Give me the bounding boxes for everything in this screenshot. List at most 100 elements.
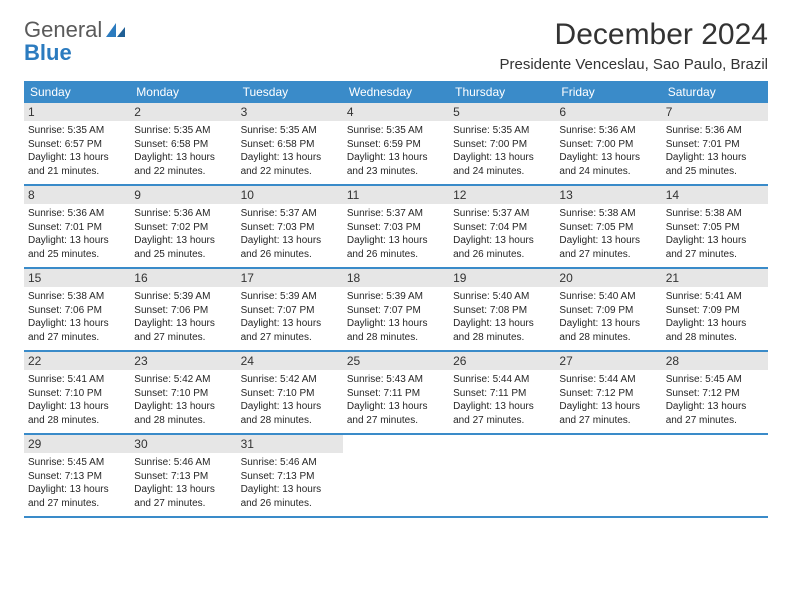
daylight-line1: Daylight: 13 hours [453, 151, 551, 165]
day-number: 30 [130, 435, 236, 453]
sunrise-text: Sunrise: 5:42 AM [241, 373, 339, 387]
day-info: Sunrise: 5:36 AMSunset: 7:01 PMDaylight:… [666, 124, 764, 178]
daylight-line1: Daylight: 13 hours [28, 151, 126, 165]
sunset-text: Sunset: 6:57 PM [28, 138, 126, 152]
day-cell: 2Sunrise: 5:35 AMSunset: 6:58 PMDaylight… [130, 103, 236, 184]
day-number: 12 [449, 186, 555, 204]
day-info: Sunrise: 5:46 AMSunset: 7:13 PMDaylight:… [134, 456, 232, 510]
day-cell: 23Sunrise: 5:42 AMSunset: 7:10 PMDayligh… [130, 352, 236, 433]
day-info: Sunrise: 5:39 AMSunset: 7:07 PMDaylight:… [241, 290, 339, 344]
daylight-line1: Daylight: 13 hours [134, 317, 232, 331]
daylight-line1: Daylight: 13 hours [666, 234, 764, 248]
day-number: 25 [343, 352, 449, 370]
day-cell: 6Sunrise: 5:36 AMSunset: 7:00 PMDaylight… [555, 103, 661, 184]
sunrise-text: Sunrise: 5:35 AM [347, 124, 445, 138]
daylight-line2: and 27 minutes. [559, 248, 657, 262]
day-cell: 7Sunrise: 5:36 AMSunset: 7:01 PMDaylight… [662, 103, 768, 184]
daylight-line1: Daylight: 13 hours [28, 400, 126, 414]
day-info: Sunrise: 5:35 AMSunset: 7:00 PMDaylight:… [453, 124, 551, 178]
sunrise-text: Sunrise: 5:36 AM [666, 124, 764, 138]
day-number: 4 [343, 103, 449, 121]
day-number: 2 [130, 103, 236, 121]
brand-name-1: General [24, 17, 102, 42]
daylight-line2: and 28 minutes. [134, 414, 232, 428]
day-cell: 16 Sunrise: 5:39 AMSunset: 7:06 PMDayligh… [130, 269, 236, 350]
daylight-line1: Daylight: 13 hours [347, 317, 445, 331]
daylight-line2: and 27 minutes. [666, 248, 764, 262]
weekday-header: Tuesday [237, 81, 343, 103]
sunset-text: Sunset: 7:12 PM [666, 387, 764, 401]
day-cell: 12Sunrise: 5:37 AMSunset: 7:04 PMDayligh… [449, 186, 555, 267]
week-row: 29Sunrise: 5:45 AMSunset: 7:13 PMDayligh… [24, 435, 768, 518]
sunrise-text: Sunrise: 5:38 AM [28, 290, 126, 304]
day-cell-empty [343, 435, 449, 516]
sunrise-text: Sunrise: 5:41 AM [28, 373, 126, 387]
day-info: Sunrise: 5:39 AMSunset: 7:06 PMDaylight:… [134, 290, 232, 344]
sunrise-text: Sunrise: 5:46 AM [241, 456, 339, 470]
day-number: 15 [24, 269, 130, 287]
sunset-text: Sunset: 7:10 PM [134, 387, 232, 401]
daylight-line2: and 25 minutes. [28, 248, 126, 262]
week-row: 8Sunrise: 5:36 AMSunset: 7:01 PMDaylight… [24, 186, 768, 269]
daylight-line1: Daylight: 13 hours [559, 151, 657, 165]
daylight-line2: and 27 minutes. [666, 414, 764, 428]
day-info: Sunrise: 5:38 AMSunset: 7:06 PMDaylight:… [28, 290, 126, 344]
day-number: 16 [130, 269, 236, 287]
day-info: Sunrise: 5:40 AMSunset: 7:09 PMDaylight:… [559, 290, 657, 344]
daylight-line2: and 24 minutes. [559, 165, 657, 179]
day-info: Sunrise: 5:38 AMSunset: 7:05 PMDaylight:… [559, 207, 657, 261]
sunset-text: Sunset: 6:58 PM [134, 138, 232, 152]
sunset-text: Sunset: 6:59 PM [347, 138, 445, 152]
sunrise-text: Sunrise: 5:36 AM [559, 124, 657, 138]
weekday-header: Monday [130, 81, 236, 103]
daylight-line2: and 28 minutes. [241, 414, 339, 428]
day-info: Sunrise: 5:36 AMSunset: 7:00 PMDaylight:… [559, 124, 657, 178]
day-info: Sunrise: 5:45 AMSunset: 7:12 PMDaylight:… [666, 373, 764, 427]
sunset-text: Sunset: 7:08 PM [453, 304, 551, 318]
day-info: Sunrise: 5:39 AMSunset: 7:07 PMDaylight:… [347, 290, 445, 344]
daylight-line2: and 21 minutes. [28, 165, 126, 179]
day-number: 1 [24, 103, 130, 121]
day-cell: 19 Sunrise: 5:40 AMSunset: 7:08 PMDayligh… [449, 269, 555, 350]
sunset-text: Sunset: 7:03 PM [347, 221, 445, 235]
daylight-line1: Daylight: 13 hours [453, 234, 551, 248]
daylight-line2: and 26 minutes. [347, 248, 445, 262]
daylight-line2: and 27 minutes. [559, 414, 657, 428]
brand-logo: General Blue [24, 18, 127, 64]
sunrise-text: Sunrise: 5:35 AM [134, 124, 232, 138]
sunset-text: Sunset: 7:10 PM [28, 387, 126, 401]
sunrise-text: Sunrise: 5:44 AM [453, 373, 551, 387]
day-number: 3 [237, 103, 343, 121]
daylight-line1: Daylight: 13 hours [28, 483, 126, 497]
day-info: Sunrise: 5:40 AMSunset: 7:08 PMDaylight:… [453, 290, 551, 344]
sunrise-text: Sunrise: 5:37 AM [347, 207, 445, 221]
daylight-line2: and 26 minutes. [453, 248, 551, 262]
sunset-text: Sunset: 7:01 PM [28, 221, 126, 235]
day-info: Sunrise: 5:42 AMSunset: 7:10 PMDaylight:… [241, 373, 339, 427]
sunset-text: Sunset: 7:04 PM [453, 221, 551, 235]
sunrise-text: Sunrise: 5:35 AM [241, 124, 339, 138]
day-info: Sunrise: 5:44 AMSunset: 7:11 PMDaylight:… [453, 373, 551, 427]
day-number: 18 [343, 269, 449, 287]
daylight-line2: and 25 minutes. [666, 165, 764, 179]
day-info: Sunrise: 5:46 AMSunset: 7:13 PMDaylight:… [241, 456, 339, 510]
sunrise-text: Sunrise: 5:37 AM [241, 207, 339, 221]
day-info: Sunrise: 5:35 AMSunset: 6:59 PMDaylight:… [347, 124, 445, 178]
day-info: Sunrise: 5:37 AMSunset: 7:03 PMDaylight:… [347, 207, 445, 261]
day-cell: 28Sunrise: 5:45 AMSunset: 7:12 PMDayligh… [662, 352, 768, 433]
day-number: 19 [449, 269, 555, 287]
weeks-container: 1Sunrise: 5:35 AMSunset: 6:57 PMDaylight… [24, 103, 768, 518]
day-info: Sunrise: 5:45 AMSunset: 7:13 PMDaylight:… [28, 456, 126, 510]
day-cell: 4 Sunrise: 5:35 AMSunset: 6:59 PMDaylight… [343, 103, 449, 184]
sail-icon [105, 22, 127, 38]
sunset-text: Sunset: 7:00 PM [453, 138, 551, 152]
header: General Blue December 2024 Presidente Ve… [24, 18, 768, 73]
daylight-line2: and 22 minutes. [241, 165, 339, 179]
daylight-line1: Daylight: 13 hours [241, 234, 339, 248]
daylight-line2: and 27 minutes. [134, 331, 232, 345]
day-info: Sunrise: 5:41 AMSunset: 7:10 PMDaylight:… [28, 373, 126, 427]
sunset-text: Sunset: 7:06 PM [28, 304, 126, 318]
sunrise-text: Sunrise: 5:35 AM [28, 124, 126, 138]
daylight-line1: Daylight: 13 hours [559, 400, 657, 414]
sunset-text: Sunset: 7:07 PM [347, 304, 445, 318]
